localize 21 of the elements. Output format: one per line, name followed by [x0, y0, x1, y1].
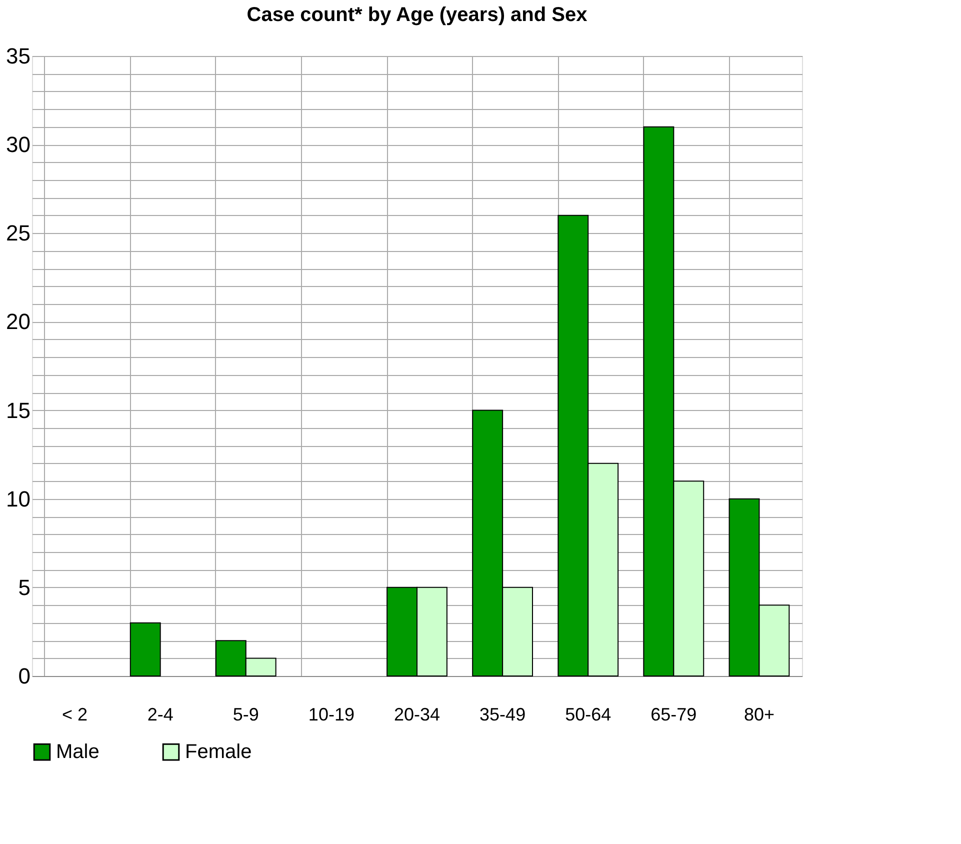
x-tick-label: 20-34 — [394, 704, 440, 724]
x-tick-label: 65-79 — [650, 704, 697, 724]
y-tick-label: 5 — [18, 574, 30, 600]
x-tick-label: 50-64 — [565, 704, 612, 724]
x-tick-label: 5-9 — [232, 704, 259, 724]
y-tick-label: 10 — [6, 486, 30, 512]
x-tick-label: 80+ — [744, 704, 774, 724]
y-tick-label: 0 — [18, 664, 30, 688]
y-tick-label: 25 — [6, 220, 30, 246]
chart-title: Case count* by Age (years) and Sex — [246, 4, 588, 26]
legend-label: Female — [185, 741, 252, 764]
y-tick-label: 35 — [6, 44, 30, 68]
x-tick-label: < 2 — [62, 704, 88, 724]
y-tick-label: 20 — [6, 309, 30, 334]
x-tick-label: 2-4 — [147, 704, 174, 724]
y-tick-label: 15 — [6, 398, 30, 423]
y-tick-label: 30 — [6, 132, 30, 158]
x-tick-label: 10-19 — [308, 704, 354, 724]
bar — [130, 622, 161, 676]
x-tick-label: 35-49 — [480, 704, 526, 724]
legend-label: Male — [56, 741, 100, 764]
